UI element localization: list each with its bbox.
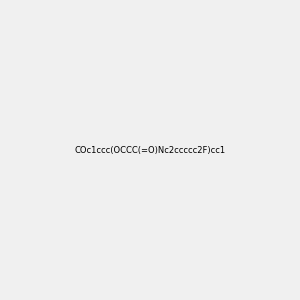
Text: COc1ccc(OCCC(=O)Nc2ccccc2F)cc1: COc1ccc(OCCC(=O)Nc2ccccc2F)cc1 — [74, 146, 226, 154]
